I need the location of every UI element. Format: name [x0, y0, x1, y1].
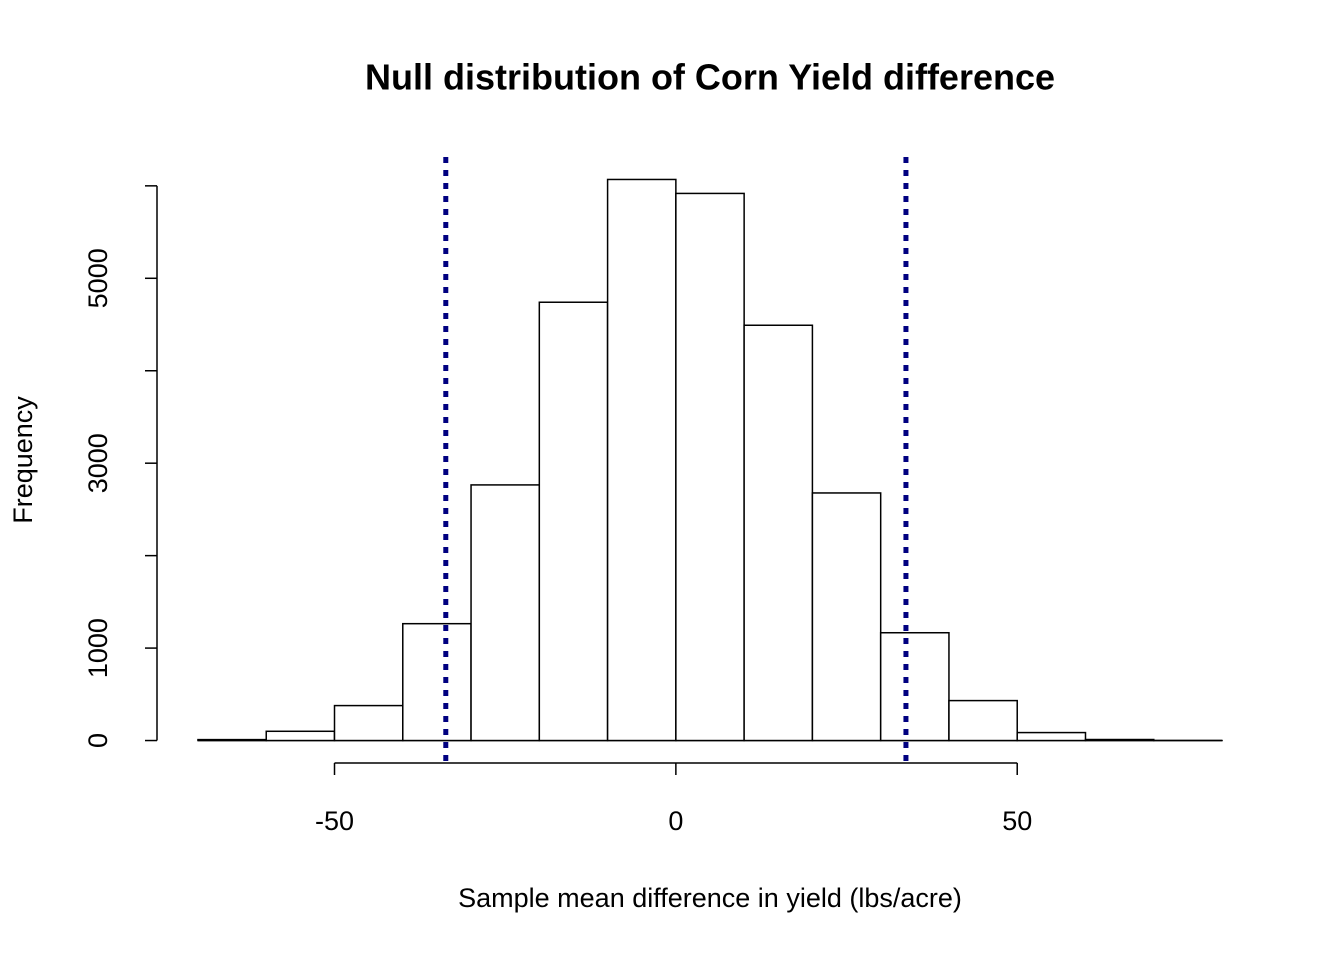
x-tick-label: -50 [315, 806, 354, 836]
bar [743, 324, 814, 742]
x-axis-label: Sample mean difference in yield (lbs/acr… [458, 883, 962, 913]
y-tick-label: 3000 [83, 433, 113, 493]
bar [1016, 731, 1087, 742]
bar [265, 730, 336, 742]
y-tick-label: 0 [83, 733, 113, 748]
bar [1084, 738, 1155, 742]
bar [470, 484, 541, 742]
y-axis-label: Frequency [8, 396, 38, 524]
bar [879, 631, 950, 742]
y-tick-label: 5000 [83, 248, 113, 308]
y-tick-label: 1000 [83, 618, 113, 678]
chart-title: Null distribution of Corn Yield differen… [365, 57, 1055, 98]
bar [811, 492, 882, 742]
x-tick-label: 50 [1002, 806, 1032, 836]
bar [402, 622, 472, 742]
bar [606, 178, 677, 742]
bar [675, 192, 745, 742]
x-tick-label: 0 [668, 806, 683, 836]
bar [538, 301, 609, 742]
bar [948, 699, 1018, 742]
bar [197, 738, 267, 742]
bar [333, 704, 404, 742]
